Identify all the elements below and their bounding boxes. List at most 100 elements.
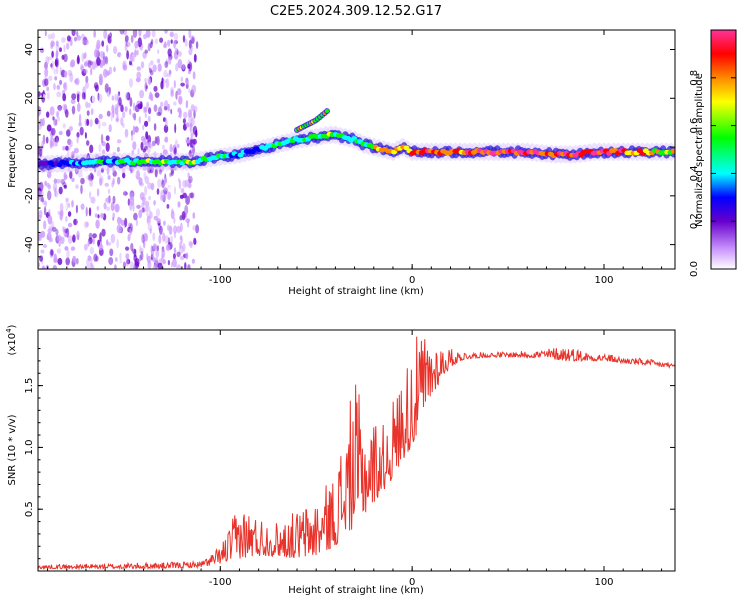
noise-speckle — [120, 203, 125, 214]
noise-speckle — [96, 188, 100, 197]
noise-speckle — [96, 205, 100, 211]
noise-speckle — [117, 256, 123, 262]
noise-speckle — [122, 111, 126, 119]
noise-speckle — [89, 60, 93, 66]
noise-speckle — [151, 249, 155, 259]
noise-speckle — [146, 215, 150, 224]
noise-speckle — [83, 69, 88, 74]
noise-speckle — [47, 228, 52, 234]
noise-speckle — [85, 221, 89, 227]
noise-speckle — [144, 49, 148, 54]
noise-speckle — [168, 225, 173, 235]
noise-speckle — [173, 225, 178, 234]
noise-speckle — [65, 216, 68, 222]
noise-speckle — [98, 93, 103, 103]
noise-speckle — [145, 30, 151, 38]
noise-speckle — [112, 165, 115, 174]
noise-speckle — [46, 124, 52, 132]
noise-speckle — [100, 133, 104, 144]
noise-speckle — [63, 174, 68, 180]
noise-speckle — [144, 112, 147, 119]
noise-speckle — [187, 63, 191, 70]
noise-speckle — [164, 189, 167, 197]
noise-speckle — [44, 30, 47, 37]
noise-speckle — [167, 57, 172, 65]
noise-speckle — [71, 177, 75, 182]
noise-speckle — [134, 171, 137, 177]
noise-speckle — [188, 175, 193, 184]
noise-speckle — [138, 116, 141, 124]
noise-speckle — [185, 218, 191, 223]
noise-speckle — [83, 61, 88, 67]
noise-speckle — [182, 92, 187, 100]
noise-speckle — [99, 232, 102, 242]
noise-speckle — [131, 112, 135, 118]
noise-speckle — [124, 35, 129, 43]
noise-speckle — [126, 50, 129, 60]
noise-speckle — [163, 187, 168, 195]
noise-speckle — [58, 242, 61, 247]
noise-speckle — [159, 101, 164, 108]
noise-speckle — [88, 232, 93, 240]
noise-speckle — [71, 93, 77, 100]
noise-speckle — [38, 124, 42, 130]
noise-speckle — [138, 209, 143, 219]
noise-speckle — [124, 44, 128, 52]
noise-speckle — [38, 210, 43, 218]
noise-speckle — [167, 260, 170, 266]
noise-speckle — [129, 78, 133, 88]
noise-speckle — [152, 264, 157, 269]
noise-speckle — [157, 63, 162, 72]
noise-speckle — [119, 30, 125, 35]
noise-speckle — [104, 182, 110, 187]
noise-speckle — [152, 232, 156, 242]
noise-speckle — [103, 202, 107, 210]
noise-speckle — [50, 40, 55, 47]
noise-speckle — [163, 41, 167, 48]
noise-speckle — [148, 78, 152, 86]
noise-speckle — [173, 217, 176, 224]
noise-speckle — [64, 228, 68, 234]
noise-speckle — [144, 207, 149, 213]
noise-speckle — [171, 208, 174, 214]
y-tick-label: -40 — [24, 236, 35, 252]
noise-speckle — [62, 225, 65, 233]
colorbar-tick-label: 0.6 — [689, 118, 700, 134]
noise-speckle — [137, 37, 142, 48]
noise-speckle — [177, 58, 183, 69]
noise-speckle — [41, 265, 45, 269]
noise-speckle — [85, 206, 88, 217]
noise-speckle — [130, 35, 134, 43]
noise-speckle — [163, 70, 168, 78]
noise-speckle — [53, 137, 57, 143]
noise-speckle — [146, 211, 149, 217]
noise-speckle — [188, 150, 192, 158]
noise-speckle — [115, 257, 118, 262]
noise-speckle — [161, 77, 164, 84]
noise-speckle — [142, 200, 146, 206]
noise-speckle — [169, 172, 172, 177]
noise-speckle — [101, 40, 105, 47]
noise-speckle — [182, 35, 186, 43]
noise-speckle — [86, 118, 90, 126]
noise-speckle — [164, 30, 168, 34]
noise-speckle — [66, 129, 71, 137]
noise-speckle — [45, 136, 49, 144]
noise-speckle — [94, 49, 98, 58]
noise-speckle — [40, 249, 45, 254]
noise-speckle — [67, 202, 71, 208]
noise-speckle — [126, 92, 131, 101]
noise-speckle — [153, 104, 158, 112]
noise-speckle — [85, 101, 89, 109]
noise-speckle — [148, 107, 152, 115]
colorbar: 0.0 0.2 0.4 0.6 0.8 Normalized spectral ampl… — [689, 29, 737, 277]
noise-speckle — [53, 178, 58, 184]
noise-speckle — [65, 257, 70, 266]
noise-speckle — [62, 93, 67, 102]
noise-speckle — [185, 79, 190, 85]
noise-speckle — [129, 227, 132, 236]
noise-speckle — [188, 109, 192, 118]
noise-speckle — [147, 115, 151, 123]
noise-speckle — [173, 80, 176, 89]
colorbar-tick-label: 0.2 — [689, 213, 700, 229]
